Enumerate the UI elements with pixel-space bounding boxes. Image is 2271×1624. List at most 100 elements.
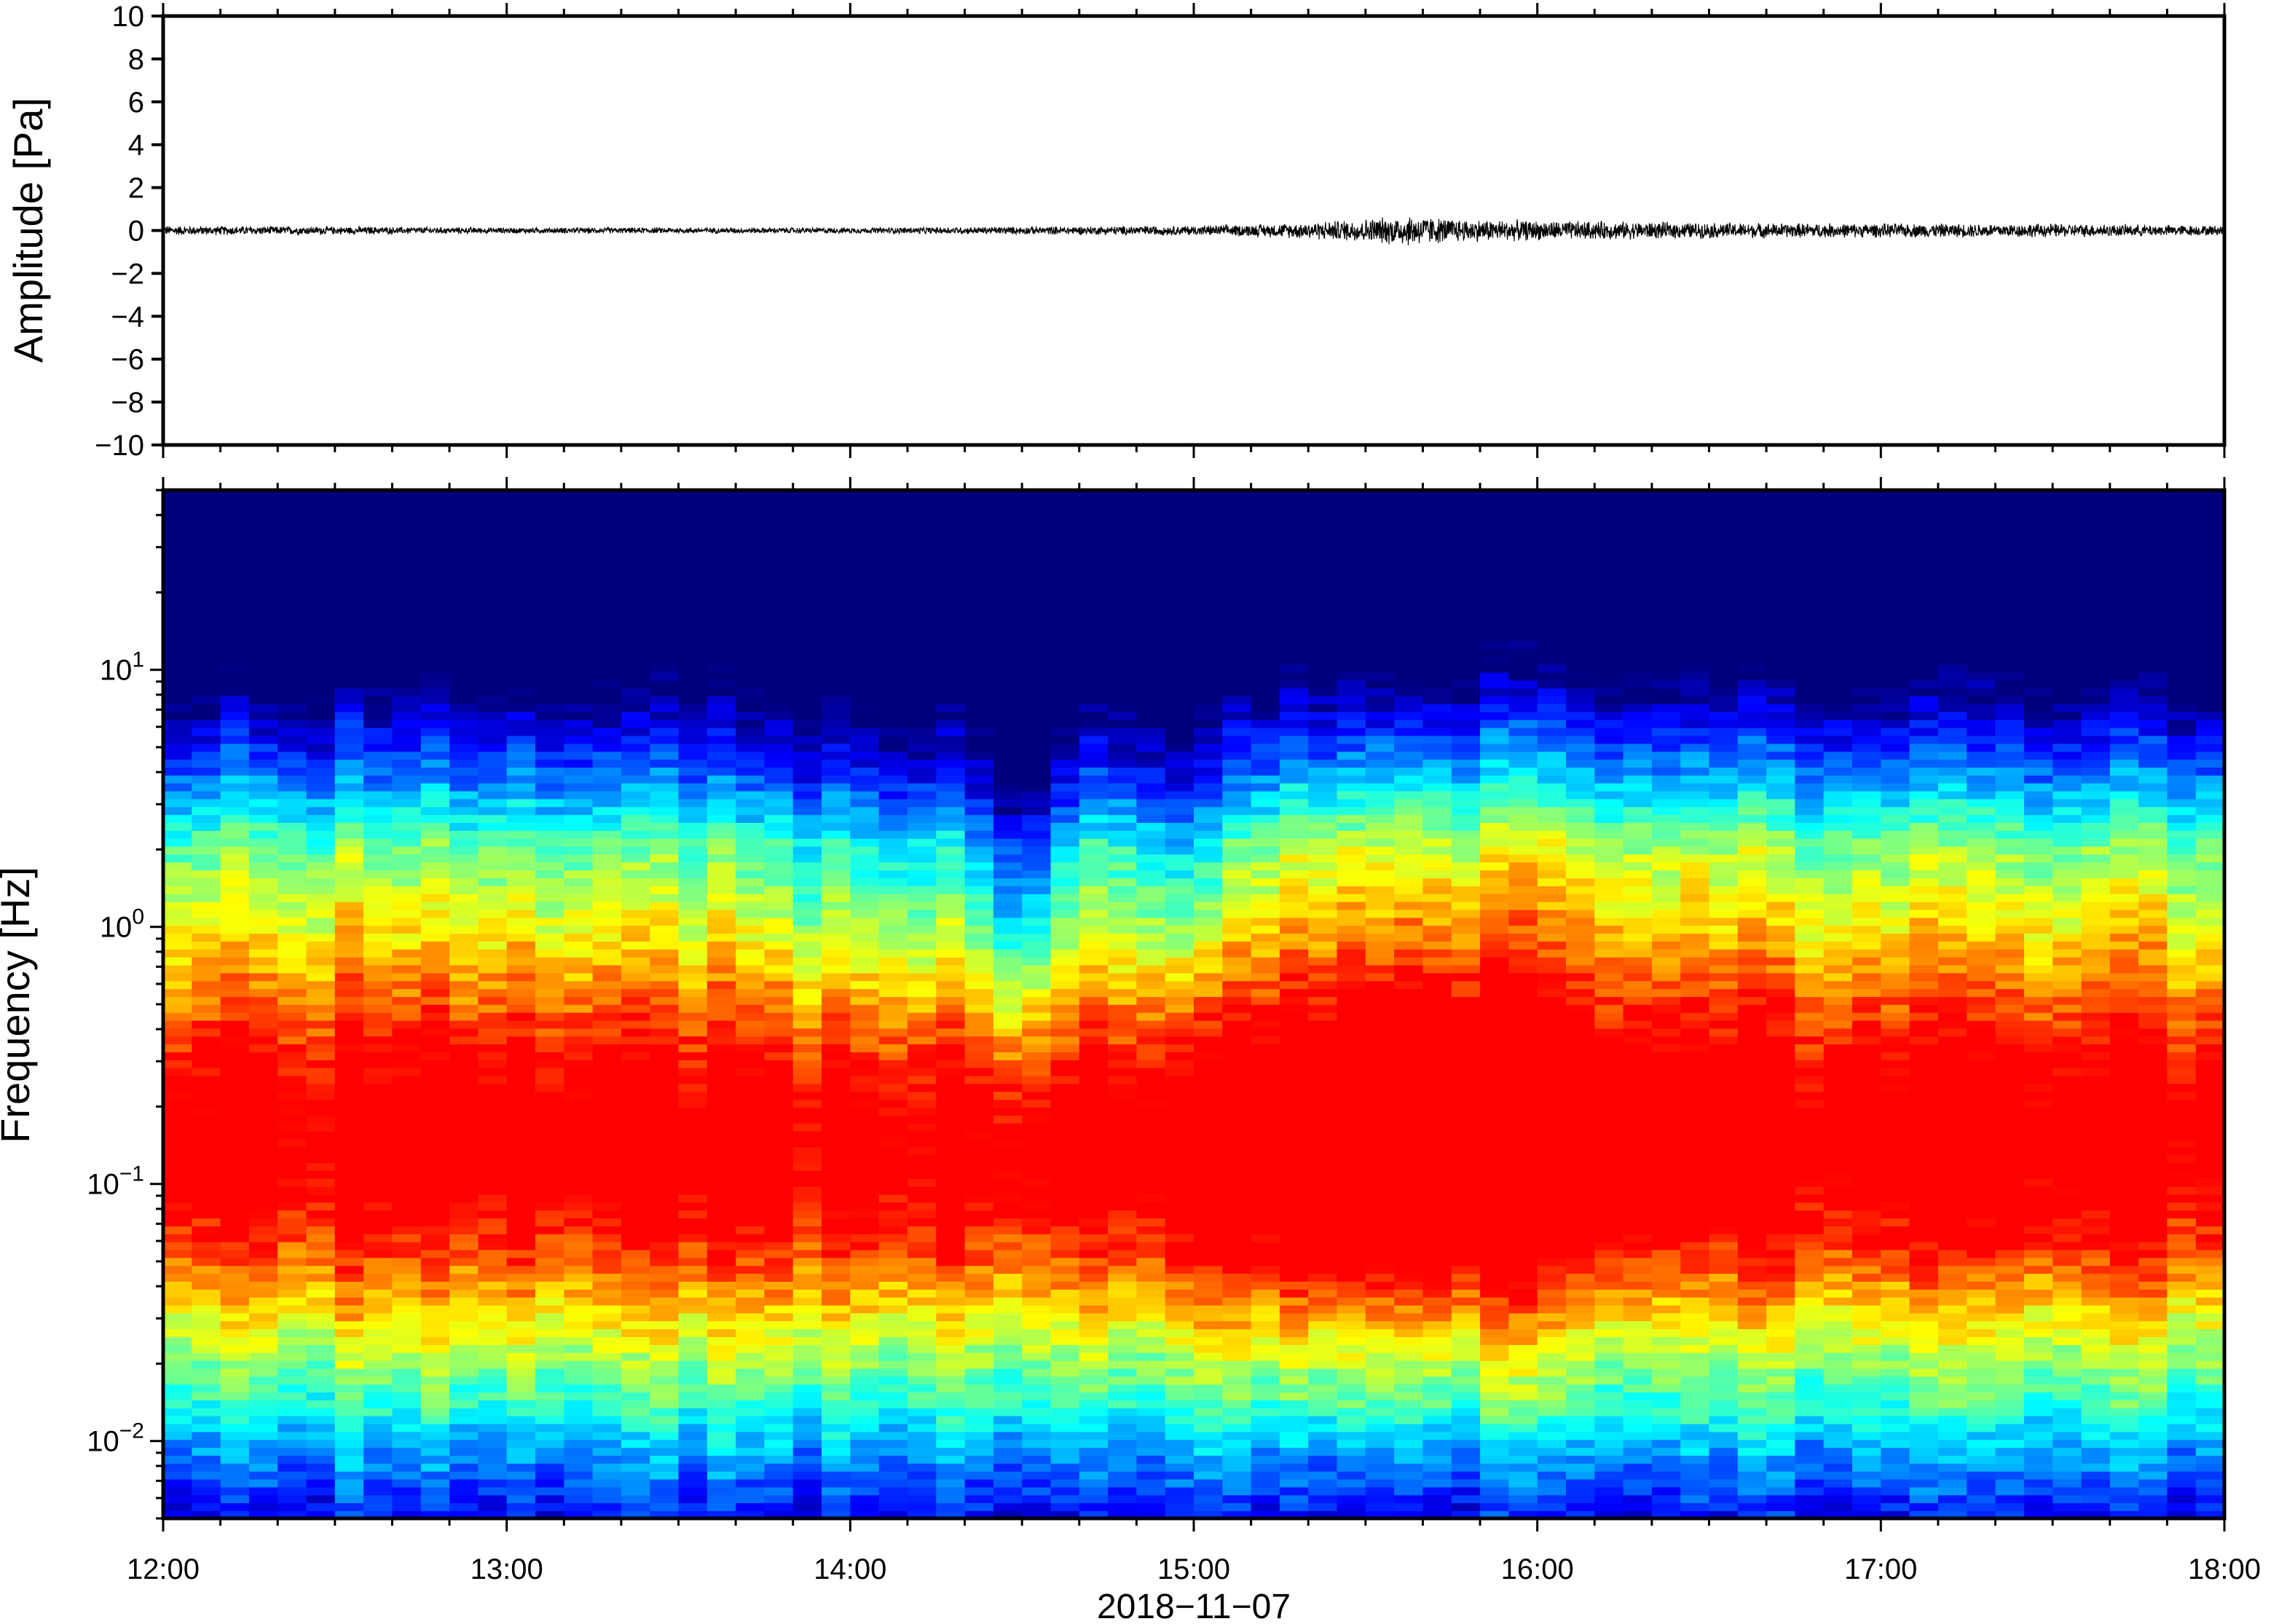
spectrogram-cell [1022,490,1052,499]
spectrogram-cell [535,1202,565,1211]
spectrogram-cell [964,1122,994,1132]
spectrogram-cell [964,656,994,665]
spectrogram-cell [1222,1170,1252,1179]
spectrogram-cell [792,1210,822,1219]
spectrogram-cell [1108,1028,1138,1037]
spectrogram-cell [192,830,221,839]
spectrogram-cell [278,1431,307,1440]
spectrogram-cell [248,1028,278,1037]
spectrogram-cell [592,972,622,982]
spectrogram-cell [1022,1028,1052,1037]
spectrogram-cell [564,1478,594,1488]
spectrogram-cell [907,1415,937,1424]
spectrogram-cell [248,671,278,681]
spectrogram-cell [792,1281,822,1290]
spectrogram-cell [278,1257,307,1266]
spectrogram-cell [850,1376,880,1385]
spectrogram-cell [220,585,250,594]
spectrogram-cell [1108,1368,1138,1377]
spectrogram-cell [363,1281,393,1290]
spectrogram-cell [1108,1455,1138,1464]
spectrogram-cell [1108,988,1138,997]
spectrogram-cell [650,1328,680,1337]
spectrogram-cell [1136,664,1166,673]
spectrogram-cell [1165,909,1194,918]
spectrogram-cell [1022,593,1052,602]
spectrogram-cell [1194,624,1224,634]
spectrogram-cell [936,529,966,538]
spectrogram-cell [1194,1012,1224,1021]
spectrogram-cell [192,1186,221,1195]
spectrogram-cell [621,735,650,744]
spectrogram-cell [363,712,393,720]
spectrogram-cell [936,1463,966,1472]
spectrogram-cell [678,1210,708,1219]
spectrogram-cell [907,601,937,610]
spectrogram-cell [907,878,937,886]
spectrogram-cell [506,941,536,950]
spectrogram-cell [220,751,250,760]
spectrogram-cell [1222,1115,1252,1124]
spectrogram-cell [1165,490,1194,499]
spectrogram-cell [334,854,364,863]
spectrogram-cell [850,1289,880,1298]
spectrogram-cell [363,996,393,1005]
spectrogram-cell [220,1012,250,1021]
spectrogram-cell [535,1455,565,1464]
spectrogram-cell [248,577,278,586]
spectrogram-cell [220,1218,250,1226]
spectrogram-cell [392,1510,422,1518]
spectrogram-cell [363,870,393,879]
spectrogram-cell [535,1392,565,1400]
spectrogram-cell [306,1012,336,1021]
spectrogram-cell [478,577,508,586]
spectrogram-cell [707,545,736,554]
spectrogram-cell [248,1138,278,1148]
spectrogram-cell [535,830,565,839]
spectrogram-cell [220,886,250,894]
spectrogram-cell [420,1241,450,1250]
spectrogram-cell [220,854,250,863]
spectrogram-cell [592,1486,622,1496]
spectrogram-cell [764,616,794,626]
spectrogram-cell [822,1494,851,1504]
spectrogram-cell [850,687,880,697]
spectrogram-cell [1165,585,1194,594]
spectrogram-cell [163,1218,193,1226]
spectrogram-cell [1022,695,1052,705]
spectrogram-cell [192,593,221,602]
spectrogram-cell [907,743,937,752]
spectrogram-cell [420,497,450,507]
spectrogram-cell [163,529,193,538]
spectrogram-cell [764,798,794,808]
spectrogram-cell [736,1344,765,1353]
spectrogram-cell [1136,1130,1166,1140]
spectrogram-cell [449,775,479,784]
spectrogram-cell [792,1075,822,1084]
spectrogram-cell [678,624,708,634]
spectrogram-cell [964,1218,994,1226]
spectrogram-cell [363,1289,393,1298]
spectrogram-cell [248,1368,278,1377]
spectrogram-cell [964,759,994,768]
spectrogram-cell [1079,1368,1109,1377]
spectrogram-cell [334,1384,364,1393]
spectrogram-cell [736,893,765,902]
spectrogram-cell [506,1241,536,1250]
spectrogram-cell [192,1384,221,1393]
spectrogram-cell [334,956,364,966]
spectrogram-cell [707,925,736,934]
spectrogram-cell [506,1226,536,1234]
spectrogram-cell [1079,529,1109,538]
spectrogram-cell [220,513,250,523]
spectrogram-cell [792,1502,822,1511]
spectrogram-cell [1022,1044,1052,1052]
spectrogram-cell [764,656,794,665]
spectrogram-cell [936,664,966,673]
spectrogram-cell [535,878,565,886]
spectrogram-cell [764,720,794,728]
spectrogram-cell [764,964,794,974]
spectrogram-cell [822,1392,851,1400]
spectrogram-cell [220,1328,250,1337]
spectrogram-cell [1022,1083,1052,1092]
